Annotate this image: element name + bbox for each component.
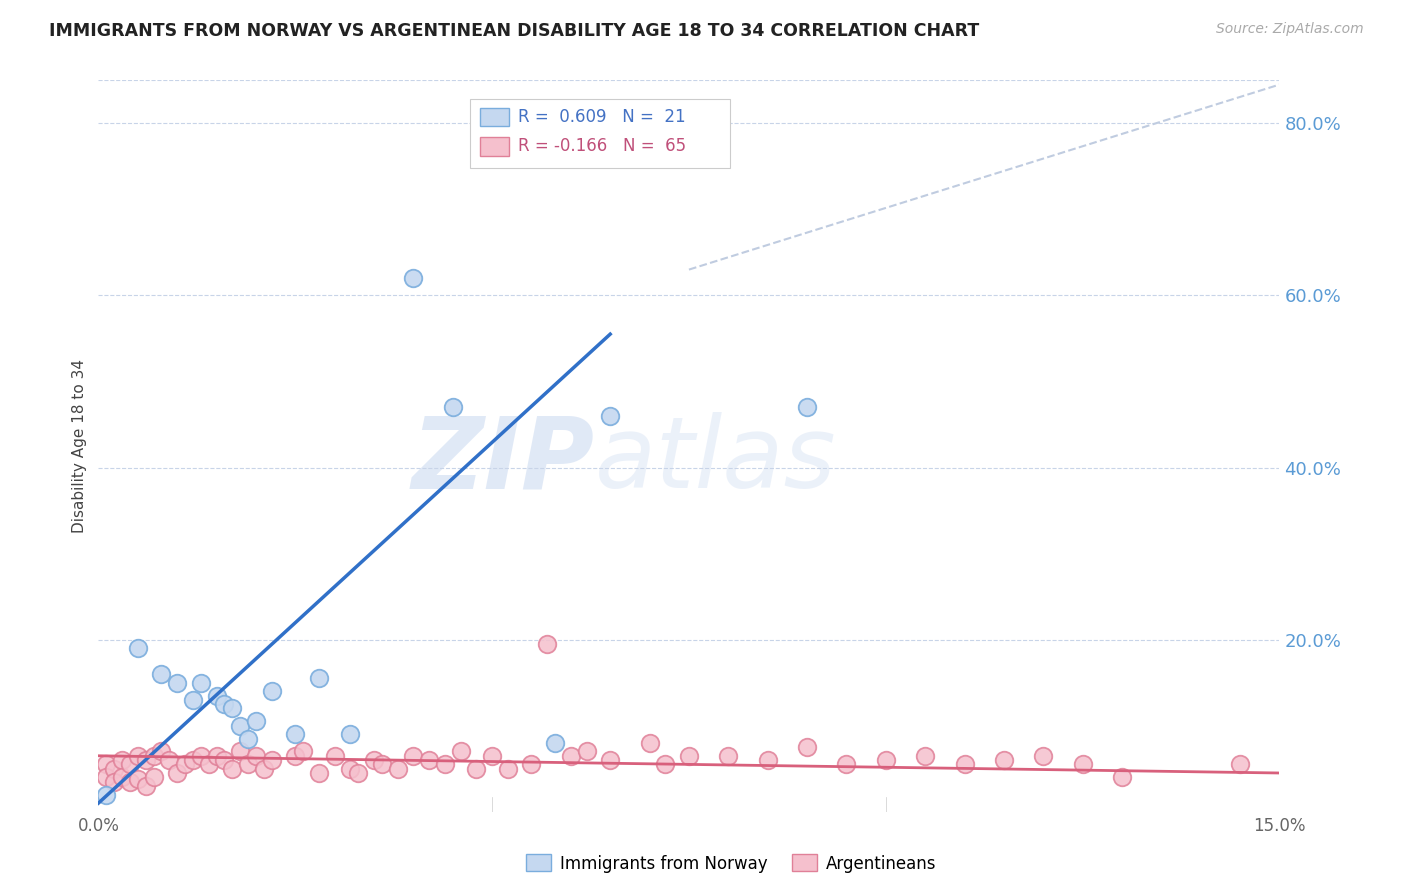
- Point: [418, 753, 440, 767]
- Point: [229, 719, 252, 733]
- FancyBboxPatch shape: [471, 99, 730, 168]
- Point: [347, 766, 370, 780]
- Point: [181, 753, 204, 767]
- Point: [96, 770, 118, 784]
- FancyBboxPatch shape: [479, 108, 509, 127]
- Point: [174, 757, 197, 772]
- Point: [339, 762, 361, 776]
- Point: [654, 757, 676, 772]
- Point: [284, 748, 307, 763]
- Text: Source: ZipAtlas.com: Source: ZipAtlas.com: [1216, 22, 1364, 37]
- Point: [127, 641, 149, 656]
- Point: [260, 753, 283, 767]
- Point: [450, 744, 472, 758]
- Point: [142, 748, 165, 763]
- Text: R =  0.609   N =  21: R = 0.609 N = 21: [517, 108, 685, 126]
- Point: [308, 766, 330, 780]
- Point: [150, 744, 173, 758]
- Point: [103, 774, 125, 789]
- Point: [166, 675, 188, 690]
- Point: [323, 748, 346, 763]
- Point: [284, 727, 307, 741]
- Point: [292, 744, 315, 758]
- Point: [402, 748, 425, 763]
- Point: [465, 762, 488, 776]
- Point: [433, 757, 456, 772]
- Point: [253, 762, 276, 776]
- Point: [245, 748, 267, 763]
- Point: [796, 740, 818, 755]
- Point: [599, 409, 621, 423]
- Point: [118, 774, 141, 789]
- Point: [127, 772, 149, 786]
- Point: [599, 753, 621, 767]
- FancyBboxPatch shape: [479, 137, 509, 155]
- Point: [245, 714, 267, 729]
- Text: atlas: atlas: [595, 412, 837, 509]
- Point: [363, 753, 385, 767]
- Point: [520, 757, 543, 772]
- Point: [560, 748, 582, 763]
- Point: [150, 667, 173, 681]
- Point: [796, 401, 818, 415]
- Point: [197, 757, 219, 772]
- Text: ZIP: ZIP: [412, 412, 595, 509]
- Point: [953, 757, 976, 772]
- Point: [96, 788, 118, 802]
- Point: [205, 689, 228, 703]
- Point: [190, 748, 212, 763]
- Text: IMMIGRANTS FROM NORWAY VS ARGENTINEAN DISABILITY AGE 18 TO 34 CORRELATION CHART: IMMIGRANTS FROM NORWAY VS ARGENTINEAN DI…: [49, 22, 980, 40]
- Legend: Immigrants from Norway, Argentineans: Immigrants from Norway, Argentineans: [520, 847, 942, 880]
- Point: [678, 748, 700, 763]
- Point: [127, 748, 149, 763]
- Point: [575, 744, 598, 758]
- Point: [142, 770, 165, 784]
- Point: [387, 762, 409, 776]
- Point: [914, 748, 936, 763]
- Point: [214, 753, 236, 767]
- Point: [371, 757, 394, 772]
- Point: [536, 637, 558, 651]
- Point: [339, 727, 361, 741]
- Point: [1071, 757, 1094, 772]
- Point: [496, 762, 519, 776]
- Point: [166, 766, 188, 780]
- Point: [544, 736, 567, 750]
- Point: [236, 731, 259, 746]
- Point: [214, 697, 236, 711]
- Point: [205, 748, 228, 763]
- Point: [835, 757, 858, 772]
- Point: [190, 675, 212, 690]
- Point: [717, 748, 740, 763]
- Point: [118, 757, 141, 772]
- Point: [103, 762, 125, 776]
- Point: [402, 271, 425, 285]
- Point: [157, 753, 180, 767]
- Point: [181, 693, 204, 707]
- Point: [1032, 748, 1054, 763]
- Point: [441, 401, 464, 415]
- Point: [993, 753, 1015, 767]
- Point: [221, 701, 243, 715]
- Y-axis label: Disability Age 18 to 34: Disability Age 18 to 34: [72, 359, 87, 533]
- Point: [221, 762, 243, 776]
- Point: [135, 753, 157, 767]
- Point: [111, 753, 134, 767]
- Point: [135, 779, 157, 793]
- Point: [260, 684, 283, 698]
- Point: [481, 748, 503, 763]
- Point: [111, 770, 134, 784]
- Point: [756, 753, 779, 767]
- Point: [229, 744, 252, 758]
- Text: R = -0.166   N =  65: R = -0.166 N = 65: [517, 137, 686, 155]
- Point: [96, 757, 118, 772]
- Point: [308, 671, 330, 685]
- Point: [638, 736, 661, 750]
- Point: [1229, 757, 1251, 772]
- Point: [1111, 770, 1133, 784]
- Point: [875, 753, 897, 767]
- Point: [236, 757, 259, 772]
